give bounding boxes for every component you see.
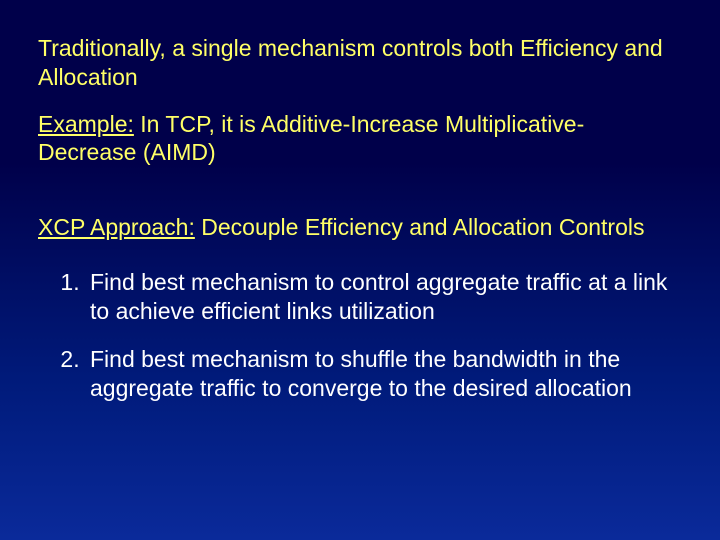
approach-text: Decouple Efficiency and Allocation Contr…	[195, 214, 645, 240]
approach-label: XCP Approach:	[38, 214, 195, 240]
numbered-list: Find best mechanism to control aggregate…	[38, 268, 682, 403]
example-label: Example:	[38, 111, 134, 137]
approach-line: XCP Approach: Decouple Efficiency and Al…	[38, 213, 682, 242]
list-item: Find best mechanism to shuffle the bandw…	[86, 345, 682, 403]
list-item: Find best mechanism to control aggregate…	[86, 268, 682, 326]
slide-header: Traditionally, a single mechanism contro…	[38, 34, 682, 92]
example-line: Example: In TCP, it is Additive-Increase…	[38, 110, 682, 168]
